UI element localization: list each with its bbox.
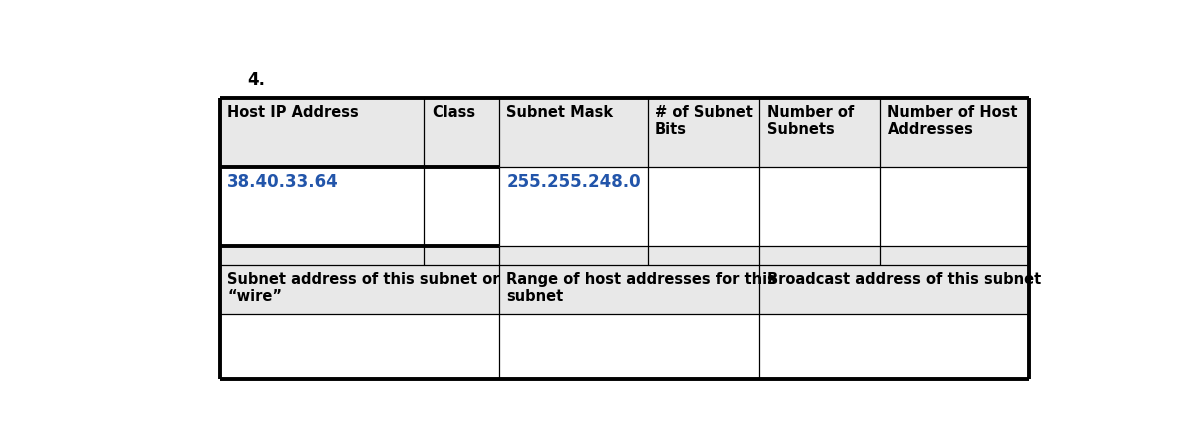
Text: # of Subnet
Bits: # of Subnet Bits (655, 105, 752, 137)
Text: Range of host addresses for this
subnet: Range of host addresses for this subnet (506, 271, 776, 304)
Text: Host IP Address: Host IP Address (227, 105, 359, 120)
Bar (760, 98, 880, 167)
Bar (499, 246, 648, 266)
Bar (220, 313, 499, 379)
Bar (760, 313, 1028, 379)
Text: 38.40.33.64: 38.40.33.64 (227, 173, 338, 191)
Text: Broadcast address of this subnet: Broadcast address of this subnet (767, 271, 1040, 287)
Text: 4.: 4. (247, 71, 265, 89)
Bar (648, 98, 760, 167)
Text: Subnet address of this subnet or
“wire”: Subnet address of this subnet or “wire” (227, 271, 499, 304)
Bar (648, 246, 760, 266)
Bar (220, 98, 425, 167)
Bar (880, 98, 1028, 167)
Bar (220, 167, 425, 246)
Bar (880, 167, 1028, 246)
Bar (220, 266, 499, 313)
Bar (425, 98, 499, 167)
Bar (499, 313, 760, 379)
Bar (499, 98, 648, 167)
Bar (760, 246, 880, 266)
Bar (499, 266, 760, 313)
Bar (425, 167, 499, 246)
Bar (425, 246, 499, 266)
Text: Number of
Subnets: Number of Subnets (767, 105, 854, 137)
Bar (760, 266, 1028, 313)
Bar (648, 167, 760, 246)
Text: Class: Class (432, 105, 475, 120)
Text: 255.255.248.0: 255.255.248.0 (506, 173, 641, 191)
Bar (220, 246, 425, 266)
Bar (499, 167, 648, 246)
Bar (760, 167, 880, 246)
Text: Subnet Mask: Subnet Mask (506, 105, 613, 120)
Bar (880, 246, 1028, 266)
Text: Number of Host
Addresses: Number of Host Addresses (888, 105, 1018, 137)
